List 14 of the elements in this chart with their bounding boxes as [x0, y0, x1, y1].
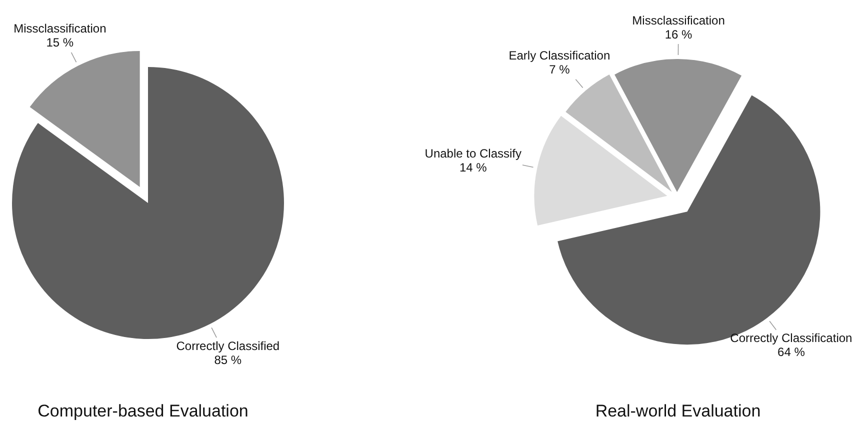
slice-label: Correctly Classified [176, 338, 280, 353]
slice-label: Early Classification [508, 48, 610, 63]
text: Computer-based Evaluation [38, 402, 248, 421]
slice-label: Missclassification [14, 22, 106, 36]
data-label: 85 % [214, 352, 242, 367]
text: Real-world Evaluation [595, 402, 761, 421]
slice-label: Missclassification [632, 13, 725, 28]
data-label: 14 % [459, 160, 488, 174]
slice-label: Correctly Classification [730, 331, 852, 346]
data-label: 7 % [549, 62, 570, 77]
data-label: 64 % [778, 345, 806, 360]
data-label: 16 % [664, 27, 693, 42]
data-label: 15 % [46, 36, 74, 50]
slice-label: Unable to Classify [424, 146, 522, 160]
